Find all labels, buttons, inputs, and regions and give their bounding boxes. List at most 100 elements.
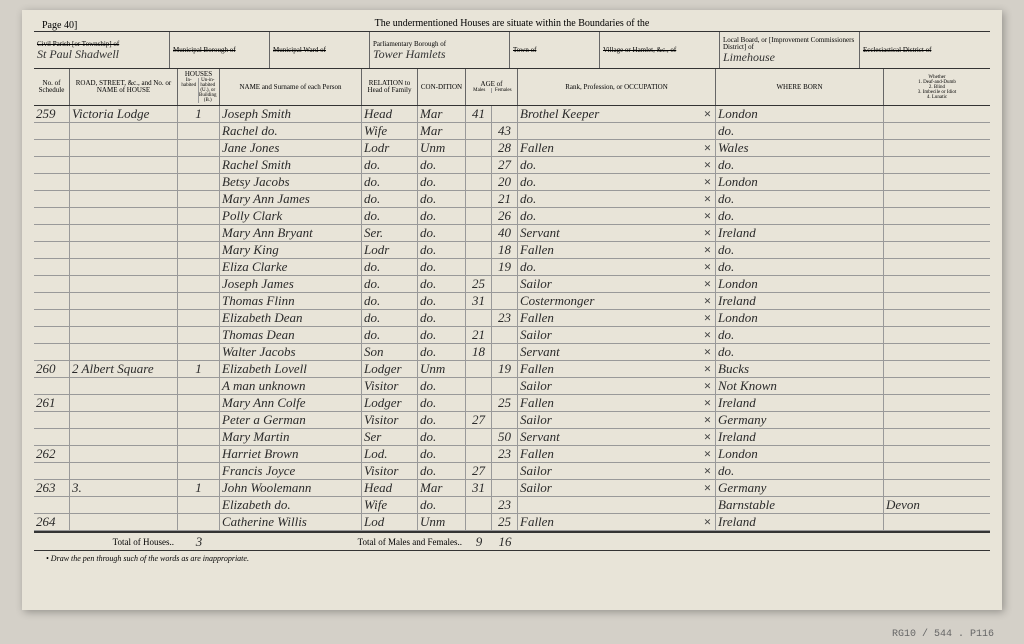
cell-sched <box>34 225 70 241</box>
parl-value: Tower Hamlets <box>373 48 506 60</box>
cell-occupation: Fallen× <box>518 395 716 411</box>
cell-name: Mary Martin <box>220 429 362 445</box>
borough-label: Municipal Borough of <box>173 47 266 54</box>
cell-name: Jane Jones <box>220 140 362 156</box>
cell-age-f: 27 <box>492 157 518 173</box>
cell-sched <box>34 140 70 156</box>
cell-road <box>70 123 178 139</box>
cell-road <box>70 463 178 479</box>
cell-disability <box>884 157 990 173</box>
cell-name: Elizabeth Dean <box>220 310 362 326</box>
cell-name: Mary Ann Bryant <box>220 225 362 241</box>
cell-relation: Visitor <box>362 463 418 479</box>
cell-road <box>70 276 178 292</box>
cell-houses <box>178 140 220 156</box>
table-row: Mary Ann Jamesdo.do.21do.×do. <box>34 191 990 208</box>
table-row: Joseph Jamesdo.do.25Sailor×London <box>34 276 990 293</box>
cell-name: Peter a German <box>220 412 362 428</box>
table-row: Jane JonesLodrUnm28Fallen×Wales <box>34 140 990 157</box>
cell-condition: do. <box>418 395 466 411</box>
col-occupation: Rank, Profession, or OCCUPATION <box>518 69 716 105</box>
cell-disability <box>884 327 990 343</box>
cell-born: do. <box>716 344 884 360</box>
table-row: 264Catherine WillisLodUnm25Fallen×Irelan… <box>34 514 990 531</box>
cell-occupation: Sailor× <box>518 276 716 292</box>
cell-disability <box>884 395 990 411</box>
cell-road: 3. <box>70 480 178 496</box>
cell-name: A man unknown <box>220 378 362 394</box>
cell-name: Betsy Jacobs <box>220 174 362 190</box>
cell-age-f: 23 <box>492 497 518 513</box>
cell-name: Mary King <box>220 242 362 258</box>
table-row: 262Harriet BrownLod.do.23Fallen×London <box>34 446 990 463</box>
cell-disability <box>884 463 990 479</box>
cell-houses <box>178 344 220 360</box>
cell-occupation: Sailor× <box>518 327 716 343</box>
cell-name: Elizabeth do. <box>220 497 362 513</box>
cell-condition: do. <box>418 344 466 360</box>
cell-born: Barnstable <box>716 497 884 513</box>
cell-relation: Lodr <box>362 242 418 258</box>
cell-sched: 259 <box>34 106 70 122</box>
cell-sched: 263 <box>34 480 70 496</box>
cell-sched <box>34 259 70 275</box>
cell-disability <box>884 412 990 428</box>
table-row: 261Mary Ann ColfeLodgerdo.25Fallen×Irela… <box>34 395 990 412</box>
cell-houses <box>178 378 220 394</box>
cell-disability <box>884 225 990 241</box>
cell-houses <box>178 259 220 275</box>
cell-age-f: 25 <box>492 514 518 530</box>
cell-name: Polly Clark <box>220 208 362 224</box>
cell-occupation <box>518 497 716 513</box>
cell-born: London <box>716 106 884 122</box>
col-relation: RELATION to Head of Family <box>362 69 418 105</box>
cell-occupation <box>518 123 716 139</box>
cell-age-m <box>466 208 492 224</box>
cell-age-m: 25 <box>466 276 492 292</box>
cell-relation: Lodger <box>362 395 418 411</box>
table-row: Elizabeth Deando.do.23Fallen×London <box>34 310 990 327</box>
cell-road <box>70 514 178 530</box>
cell-age-m <box>466 140 492 156</box>
cell-age-m: 27 <box>466 412 492 428</box>
cell-name: Mary Ann James <box>220 191 362 207</box>
cell-road <box>70 225 178 241</box>
total-houses-label: Total of Houses.. <box>34 537 178 547</box>
cell-road <box>70 310 178 326</box>
cell-age-f: 18 <box>492 242 518 258</box>
cell-age-f <box>492 412 518 428</box>
table-row: Mary Ann BryantSer.do.40Servant×Ireland <box>34 225 990 242</box>
cell-born: London <box>716 446 884 462</box>
col-disability: Whether 1. Deaf-and-Dumb 2. Blind 3. Imb… <box>884 69 990 105</box>
cell-age-m <box>466 395 492 411</box>
total-females: 16 <box>492 534 518 550</box>
cell-relation: Lod <box>362 514 418 530</box>
cell-occupation: Fallen× <box>518 446 716 462</box>
cell-occupation: do.× <box>518 157 716 173</box>
cell-sched: 264 <box>34 514 70 530</box>
column-headers: No. of Schedule ROAD, STREET, &c., and N… <box>34 69 990 106</box>
cell-age-f: 25 <box>492 395 518 411</box>
parish-value: St Paul Shadwell <box>37 48 166 60</box>
cell-relation: do. <box>362 310 418 326</box>
cell-road: 2 Albert Square <box>70 361 178 377</box>
cell-occupation: Servant× <box>518 429 716 445</box>
cell-age-f <box>492 378 518 394</box>
cell-age-m: 18 <box>466 344 492 360</box>
cell-age-f: 26 <box>492 208 518 224</box>
cell-relation: do. <box>362 293 418 309</box>
cell-sched <box>34 429 70 445</box>
totals-row: Total of Houses.. 3 Total of Males and F… <box>34 531 990 551</box>
cell-age-f <box>492 327 518 343</box>
page-number: Page 40] <box>42 20 77 31</box>
table-row: Polly Clarkdo.do.26do.×do. <box>34 208 990 225</box>
col-schedule: No. of Schedule <box>34 69 70 105</box>
cell-occupation: Sailor× <box>518 412 716 428</box>
cell-age-f: 21 <box>492 191 518 207</box>
cell-age-f <box>492 106 518 122</box>
cell-age-m <box>466 429 492 445</box>
cell-disability <box>884 310 990 326</box>
cell-born: do. <box>716 157 884 173</box>
cell-age-f <box>492 344 518 360</box>
cell-disability <box>884 446 990 462</box>
